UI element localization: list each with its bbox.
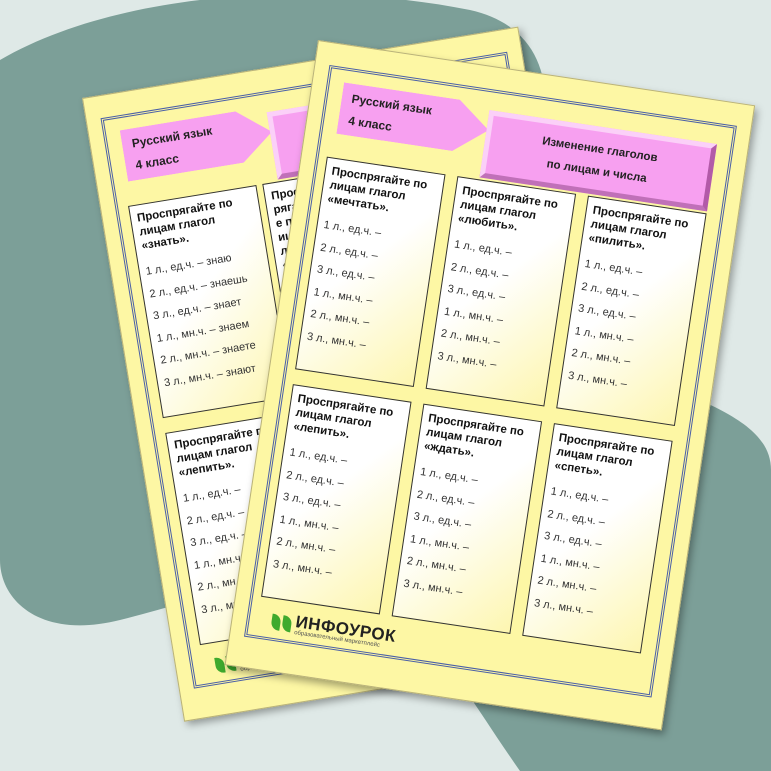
exercise-card: Проспрягайте по лицам глагол «спеть». 1 л… (522, 423, 673, 654)
card-heading: Проспрягайте по лицам глагол «пилить». (587, 204, 690, 253)
card-heading: Проспрягайте по лицам глагол «знать». (136, 197, 234, 253)
card-heading: Проспрягайте по лицам глагол «любить». (457, 185, 559, 234)
subject-badge: Русский язык 4 класс (336, 82, 492, 156)
card-heading: Проспрягайте по лицам глагол «спеть». (553, 432, 656, 479)
exercise-card: Проспрягайте по лицам глагол «ждать». 1 л… (391, 403, 543, 634)
subject-label: Русский язык (350, 91, 433, 118)
exercise-card: Проспрягайте по лицам глагол «любить». 1 … (425, 176, 577, 407)
exercise-card: Проспрягайте по лицам глагол «пилить». 1 … (556, 195, 707, 426)
grade-label: 4 класс (347, 113, 393, 134)
subject-badge: Русский язык 4 класс (120, 106, 276, 182)
subject-label: Русский язык (130, 123, 214, 151)
card-heading: Проспрягайте по лицам глагол «ждать». (423, 412, 525, 460)
grade-label: 4 класс (134, 151, 180, 173)
worksheet-front: Русский язык 4 класс Изменение глаголов по… (224, 40, 756, 731)
card-heading: Проспрягайте по лицам глагол «мечтать». (326, 165, 429, 215)
card-heading: Проспрягайте по лицам глагол «лепить». (292, 393, 395, 441)
exercise-card: Проспрягайте по лицам глагол «мечтать». 1… (295, 156, 446, 387)
exercise-card: Проспрягайте по лицам глагол «лепить». 1 … (261, 384, 412, 615)
page-border: Русский язык 4 класс Изменение глаголов по… (244, 64, 737, 698)
